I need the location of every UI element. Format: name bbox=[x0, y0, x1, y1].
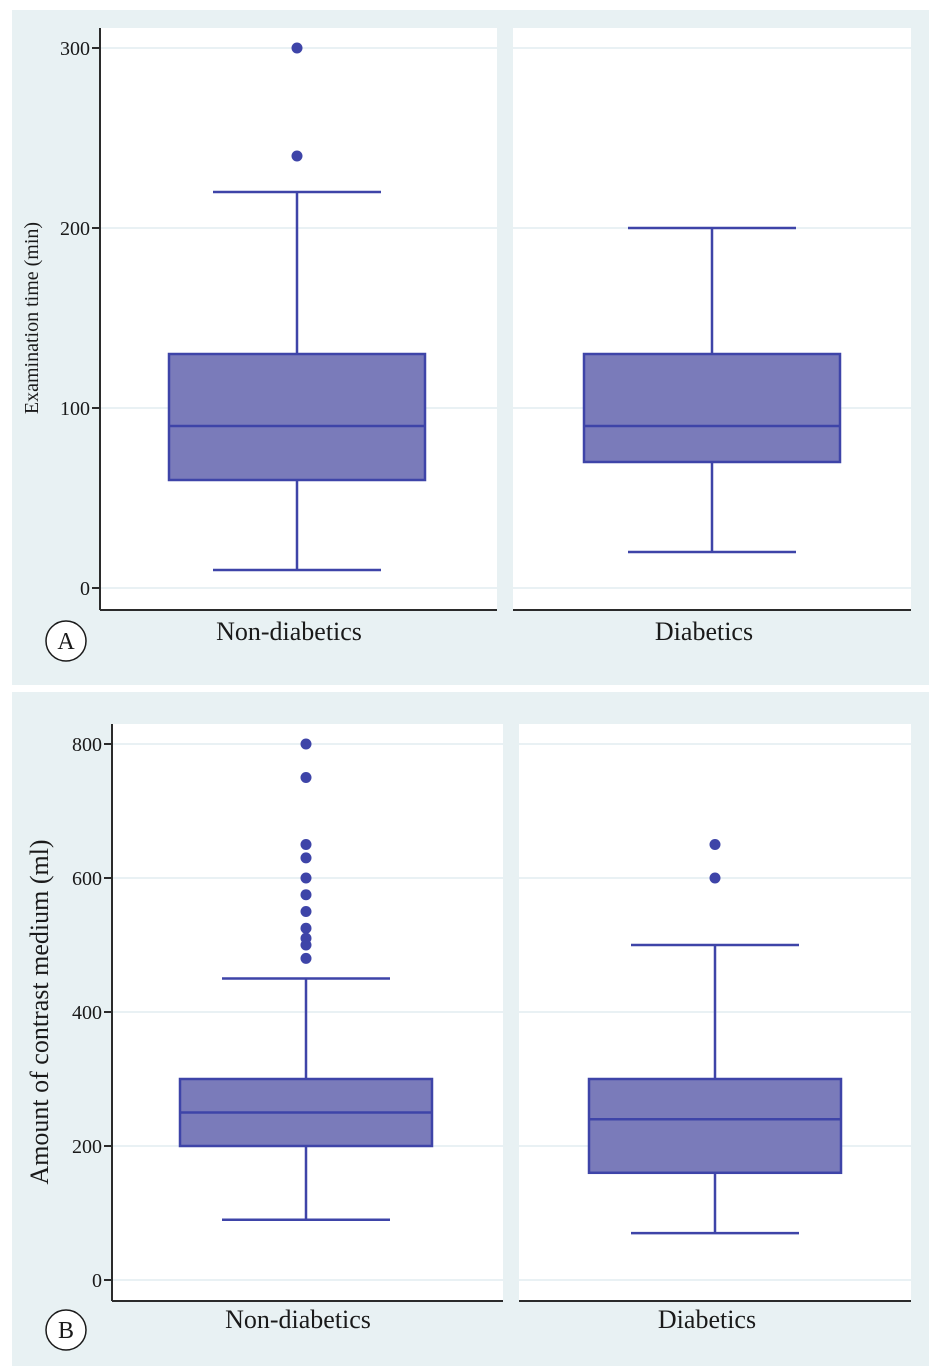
y-tick-label: 300 bbox=[60, 38, 90, 60]
panel-B: 0 200 400 600 800 Amount of contrast medium (… bbox=[12, 692, 929, 1366]
y-tick-label: 100 bbox=[60, 398, 90, 420]
iqr-box bbox=[587, 1077, 843, 1175]
outlier-point bbox=[300, 932, 312, 944]
iqr-box bbox=[167, 352, 427, 482]
outlier-point bbox=[291, 150, 303, 162]
x-category-label: Diabetics bbox=[655, 617, 753, 646]
y-tick-label: 600 bbox=[72, 868, 102, 890]
outlier-point bbox=[300, 889, 312, 901]
outlier-point bbox=[300, 922, 312, 934]
outlier-point bbox=[300, 952, 312, 964]
panel-label: B bbox=[58, 1318, 74, 1344]
outlier-point bbox=[300, 872, 312, 884]
outlier-point bbox=[300, 852, 312, 864]
outlier-point bbox=[291, 42, 303, 54]
x-category-label: Non-diabetics bbox=[225, 1305, 371, 1334]
panel-label-circle bbox=[45, 620, 87, 662]
box-diabetics bbox=[587, 839, 843, 1235]
x-category-label: Diabetics bbox=[658, 1305, 756, 1334]
y-tick-label: 800 bbox=[72, 734, 102, 756]
outlier-point bbox=[300, 839, 312, 850]
panel-label-circle bbox=[45, 1309, 87, 1351]
y-tick-label: 200 bbox=[60, 218, 90, 240]
panel-label: A bbox=[57, 629, 75, 655]
plot-area bbox=[100, 28, 497, 610]
outlier-point bbox=[709, 839, 721, 850]
y-axis-label: Examination time (min) bbox=[21, 222, 43, 414]
y-tick-label: 0 bbox=[92, 1270, 102, 1292]
outlier-point bbox=[300, 906, 312, 917]
x-category-label: Non-diabetics bbox=[216, 617, 362, 646]
outlier-point bbox=[300, 772, 312, 783]
iqr-box bbox=[582, 352, 842, 464]
y-tick-label: 400 bbox=[72, 1002, 102, 1024]
y-tick-label: 0 bbox=[80, 578, 90, 600]
y-tick-label: 200 bbox=[72, 1136, 102, 1158]
outlier-point bbox=[709, 872, 721, 884]
outlier-point bbox=[300, 738, 312, 750]
box-non-diabetics bbox=[167, 42, 427, 572]
y-axis-label: Amount of contrast medium (ml) bbox=[25, 839, 54, 1184]
panel-A: 0 100 200 300 Examination time (min) Non-diab… bbox=[12, 10, 929, 685]
box-non-diabetics bbox=[178, 738, 434, 1221]
box-diabetics bbox=[582, 226, 842, 554]
